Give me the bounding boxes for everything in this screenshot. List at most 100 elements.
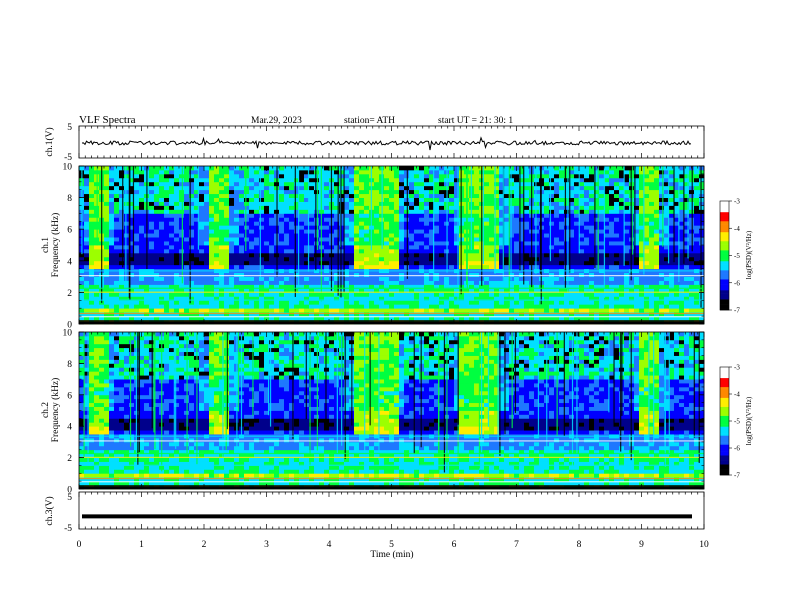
spectrogram-cell [194, 209, 200, 214]
spectrogram-cell [84, 185, 90, 191]
spectrogram-cell [184, 284, 190, 289]
spectrogram-cell [219, 237, 225, 242]
spectrogram-cell [439, 264, 445, 270]
spectrogram-cell [224, 205, 230, 210]
spectrogram-cell [524, 276, 530, 281]
spectrogram-cell [634, 288, 640, 293]
spectrogram-cell [569, 292, 575, 297]
spectrogram-cell [339, 304, 345, 309]
spectrogram-cell [679, 201, 685, 206]
spectrogram-cell [564, 312, 570, 317]
spectrogram-cell [104, 312, 110, 317]
spectrogram-cell [349, 264, 355, 270]
spectrogram-cell [119, 296, 125, 301]
spectrogram-cell [634, 193, 640, 198]
spectrogram-cell [214, 185, 220, 191]
spectrogram-cell [409, 296, 415, 301]
spectrogram-cell [619, 185, 625, 191]
spectrogram-cell [439, 181, 445, 187]
spectrogram-cell [559, 308, 565, 313]
spectrogram-cell [599, 225, 605, 230]
spectrogram-cell [579, 217, 585, 222]
spectrogram-cell [359, 252, 365, 258]
spectrogram-cell [229, 300, 235, 305]
spectrogram-cell [84, 256, 90, 262]
spectrogram-cell [589, 248, 595, 254]
spectrogram-cell [519, 248, 525, 254]
spectrogram-cell [429, 177, 435, 183]
spectrogram-cell [334, 209, 340, 214]
spectrogram-cell [199, 292, 205, 297]
spectrogram-cell [169, 185, 175, 191]
spectrogram-cell [624, 217, 630, 222]
spectrogram-cell [499, 189, 505, 195]
spectrogram-cell [534, 288, 540, 293]
spectrogram-cell [314, 292, 320, 297]
spectrogram-cell [249, 197, 255, 202]
spectrogram-cell [509, 292, 515, 297]
spectrogram-cell [499, 296, 505, 301]
spectrogram-cell [544, 185, 550, 191]
spectrogram-cell [449, 166, 455, 171]
spectrogram-cell [394, 233, 400, 238]
spectrogram-cell [79, 272, 85, 277]
spectrogram-cell [334, 288, 340, 293]
spectrogram-cell [389, 272, 395, 277]
spectrogram-cell [354, 173, 360, 179]
spectrogram-cell [584, 312, 590, 317]
spectrogram-cell [314, 308, 320, 313]
spectrogram-cell [644, 173, 650, 179]
spectrogram-cell [239, 252, 245, 258]
spectrogram-cell [359, 308, 365, 313]
spectrogram-cell [564, 237, 570, 242]
spectrogram-cell [594, 284, 600, 289]
spectrogram-cell [109, 166, 115, 171]
spectrogram-cell [349, 233, 355, 238]
spectrogram-cell [564, 264, 570, 270]
spectrogram-cell [394, 280, 400, 285]
spectrogram-cell [504, 308, 510, 313]
spectrogram-cell [224, 221, 230, 226]
spectrogram-cell [129, 173, 135, 179]
spectrogram-cell [569, 308, 575, 313]
spectrogram-cell [319, 312, 325, 317]
spectrogram-cell [254, 292, 260, 297]
spectrogram-cell [239, 189, 245, 195]
spectrogram-cell [444, 308, 450, 313]
spectrogram-cell [664, 173, 670, 179]
spectrogram-cell [169, 181, 175, 187]
spectrogram-cell [284, 217, 290, 222]
spectrogram-cell [484, 205, 490, 210]
spectrogram-cell [414, 189, 420, 195]
spectrogram-cell [374, 193, 380, 198]
spectrogram-cell [224, 280, 230, 285]
spectrogram-cell [694, 260, 700, 266]
spectrogram-cell [534, 256, 540, 262]
spectrogram-cell [674, 300, 680, 305]
spectrogram-cell [359, 272, 365, 277]
spectrogram-cell [489, 217, 495, 222]
spectrogram-cell [189, 241, 195, 246]
spectrogram-cell [249, 276, 255, 281]
spectrogram-cell [364, 284, 370, 289]
spectrogram-cell [209, 177, 215, 183]
spectrogram-cell [414, 173, 420, 179]
spectrogram-cell [469, 288, 475, 293]
spectrogram-cell [374, 201, 380, 206]
spectrogram-cell [259, 284, 265, 289]
spectrogram-cell [494, 256, 500, 262]
spectrogram-cell [84, 205, 90, 210]
spectrogram-cell [464, 308, 470, 313]
spectrogram-cell [339, 177, 345, 183]
spectrogram-cell [124, 173, 130, 179]
spectrogram-cell [449, 292, 455, 297]
spectrogram-cell [399, 205, 405, 210]
spectrogram-cell [284, 264, 290, 270]
spectrogram-cell [484, 260, 490, 266]
spectrogram-cell [419, 276, 425, 281]
spectrogram-cell [314, 284, 320, 289]
spectrogram-cell [294, 288, 300, 293]
spectrogram-cell [544, 272, 550, 277]
spectrogram-cell [239, 229, 245, 234]
spectrogram-cell [699, 288, 705, 293]
